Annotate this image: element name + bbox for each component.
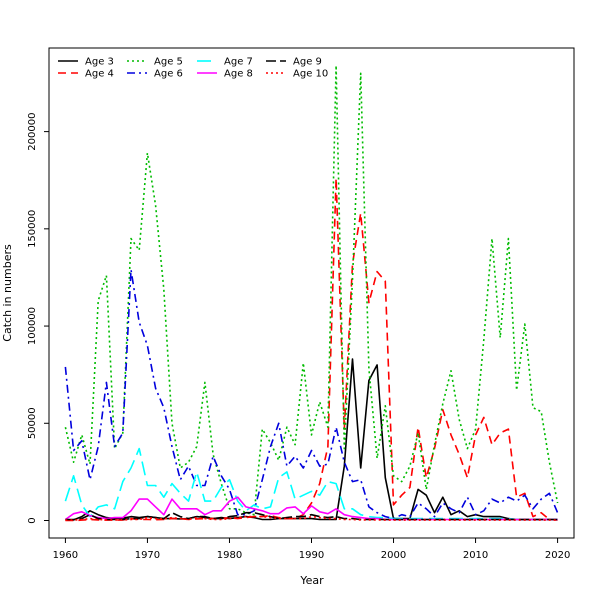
- plot-frame: [48, 47, 575, 539]
- y-tick-label: 50000: [27, 407, 38, 439]
- y-tick-label: 200000: [27, 113, 38, 151]
- x-tick-label: 1970: [135, 550, 160, 561]
- y-axis-title: Catch in numbers: [1, 244, 14, 342]
- series-layer: [64, 64, 559, 522]
- x-tick-label: 2010: [463, 550, 488, 561]
- x-tick-label: 1980: [217, 550, 242, 561]
- series-line-age-6: [64, 268, 559, 520]
- legend-label: Age 6: [154, 69, 183, 80]
- legend-label: Age 5: [154, 57, 183, 68]
- series-line-age-9: [65, 511, 558, 521]
- legend-label: Age 10: [293, 69, 328, 80]
- x-tick-label: 1990: [299, 550, 324, 561]
- x-axis-title: Year: [299, 574, 324, 587]
- y-tick-label: 100000: [27, 307, 38, 345]
- legend-label: Age 7: [224, 57, 253, 68]
- series-line-age-4: [65, 177, 558, 522]
- x-tick-label: 2020: [545, 550, 570, 561]
- x-tick-label: 2000: [381, 550, 406, 561]
- legend-label: Age 4: [85, 69, 114, 80]
- series-line-age-7: [64, 447, 558, 521]
- axis-layer: 1960 1970 1980 1990 2000 2010 2020 0 50000 100000…: [27, 113, 570, 561]
- series-line-age-5: [64, 64, 559, 516]
- y-tick-label: 150000: [27, 210, 38, 248]
- series-line-age-3: [65, 358, 558, 521]
- x-tick-label: 1960: [53, 550, 78, 561]
- series-line-age-10: [65, 515, 558, 521]
- legend-label: Age 9: [293, 57, 322, 68]
- legend-label: Age 8: [224, 69, 253, 80]
- y-tick-label: 0: [27, 517, 38, 523]
- legend-label: Age 3: [85, 57, 114, 68]
